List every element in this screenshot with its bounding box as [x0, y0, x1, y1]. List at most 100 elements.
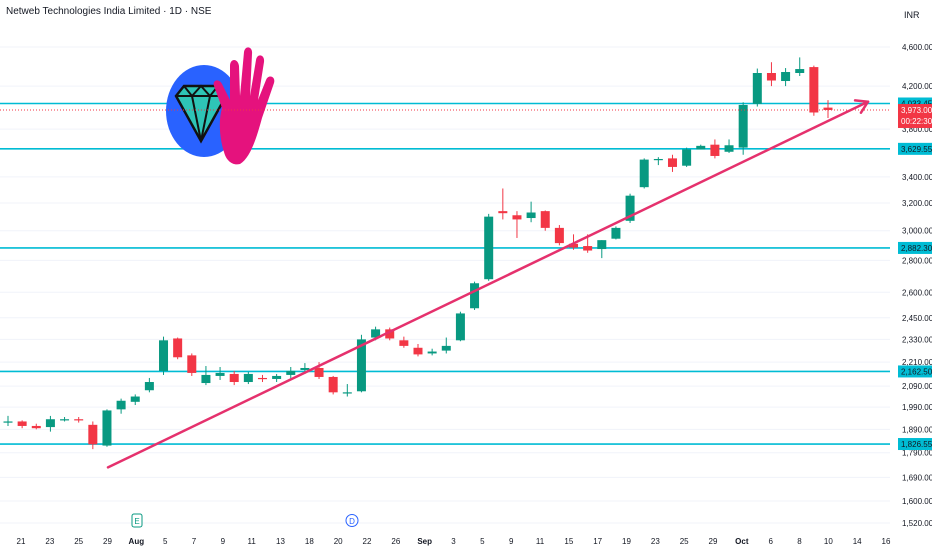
candle-body [427, 351, 437, 354]
candle-body [371, 329, 381, 338]
time-axis[interactable]: 21 23 25 29 Aug 5 7 9 11 13 18 20 22 26 Sep 3 5 9 11 15 17 19… [17, 537, 891, 546]
candle-body [257, 377, 267, 380]
candle-body [795, 69, 805, 74]
candle [17, 420, 27, 429]
time-tick-label: 5 [163, 537, 168, 546]
time-tick-label: Oct [735, 537, 749, 546]
candle-body [766, 73, 776, 81]
price-tick-label: 2,600.00 [902, 288, 932, 297]
candle-body [74, 419, 84, 421]
candle [738, 102, 748, 155]
candle-body [823, 107, 833, 110]
candle [328, 375, 338, 395]
candle [752, 68, 762, 107]
candle [60, 417, 70, 422]
candle [144, 377, 154, 393]
candle-body [752, 73, 762, 104]
candle [187, 353, 197, 376]
candle [724, 139, 734, 153]
candle [88, 421, 98, 450]
price-tick-label: 1,600.00 [902, 497, 932, 506]
candle-body [781, 72, 791, 82]
candle [653, 157, 663, 166]
time-tick-label: 5 [480, 537, 485, 546]
price-tick-label: 2,330.00 [902, 335, 932, 344]
time-tick-label: 26 [391, 537, 400, 546]
time-tick-label: Sep [417, 537, 432, 546]
candle-body [413, 347, 423, 355]
candle [159, 336, 169, 375]
candle-body [144, 382, 154, 391]
candle-body [441, 345, 451, 351]
time-tick-label: 11 [248, 537, 257, 546]
candle-body [625, 195, 635, 221]
candle-body [455, 313, 465, 341]
current-price-tag [898, 103, 932, 128]
trendline[interactable] [106, 99, 870, 469]
candle [201, 366, 211, 386]
candle [667, 154, 677, 172]
price-tick-label: 2,090.00 [902, 382, 932, 391]
hand-icon [213, 47, 275, 165]
time-tick-label: 7 [192, 537, 197, 546]
candle-body [31, 425, 41, 429]
candle-body [17, 421, 27, 426]
candle-body [300, 367, 310, 370]
candle-body [130, 396, 140, 402]
candle [484, 213, 494, 281]
candle-body [710, 144, 720, 156]
price-axis[interactable]: 4,600.00 4,200.00 3,800.00 3,400.00 3,200.00… [902, 43, 932, 528]
candle [597, 240, 607, 259]
price-tick-label: 2,800.00 [902, 256, 932, 265]
candle [102, 409, 112, 447]
candle [441, 337, 451, 354]
candle-body [597, 240, 607, 250]
candle [215, 367, 225, 380]
event-marker: E [131, 513, 143, 528]
candle-body [526, 212, 536, 219]
candle [130, 394, 140, 406]
time-tick-label: 13 [276, 537, 285, 546]
candle [526, 201, 536, 223]
candle-body [512, 215, 522, 220]
candle-body [356, 339, 366, 392]
candle [229, 370, 239, 386]
candle-body [215, 372, 225, 376]
candle [399, 336, 409, 348]
candle-body [385, 329, 395, 339]
candle [74, 417, 84, 423]
level-price-tag [898, 365, 932, 378]
candle-body [342, 392, 352, 394]
candle [385, 327, 395, 341]
candle-body [243, 373, 253, 383]
price-tick-label: 1,690.00 [902, 473, 932, 482]
time-tick-label: 10 [824, 537, 833, 546]
price-tick-label: 3,000.00 [902, 227, 932, 236]
candle-body [569, 243, 579, 248]
candle-body [286, 370, 296, 375]
event-marker-label: E [134, 517, 139, 526]
horizontal-levels[interactable] [0, 102, 890, 445]
candle-body [314, 367, 324, 377]
candle [116, 398, 126, 414]
price-tick-label: 4,200.00 [902, 82, 932, 91]
candle-body [229, 373, 239, 383]
candle-body [60, 419, 70, 421]
time-tick-label: 9 [509, 537, 514, 546]
dividend-marker-icon [345, 514, 359, 527]
candle-body [809, 67, 819, 113]
time-tick-label: Aug [129, 537, 145, 546]
candle [809, 65, 819, 116]
time-tick-label: 8 [797, 537, 802, 546]
time-tick-label: 25 [680, 537, 689, 546]
time-tick-label: 29 [709, 537, 718, 546]
candle [682, 147, 692, 167]
time-tick-label: 15 [564, 537, 573, 546]
candle [696, 144, 706, 150]
price-tick-label: 3,800.00 [902, 125, 932, 134]
candle-body [484, 216, 494, 280]
candle-body [611, 227, 621, 239]
price-labels: 4,033.453,629.552,882.302,162.501,826.55… [0, 97, 932, 451]
